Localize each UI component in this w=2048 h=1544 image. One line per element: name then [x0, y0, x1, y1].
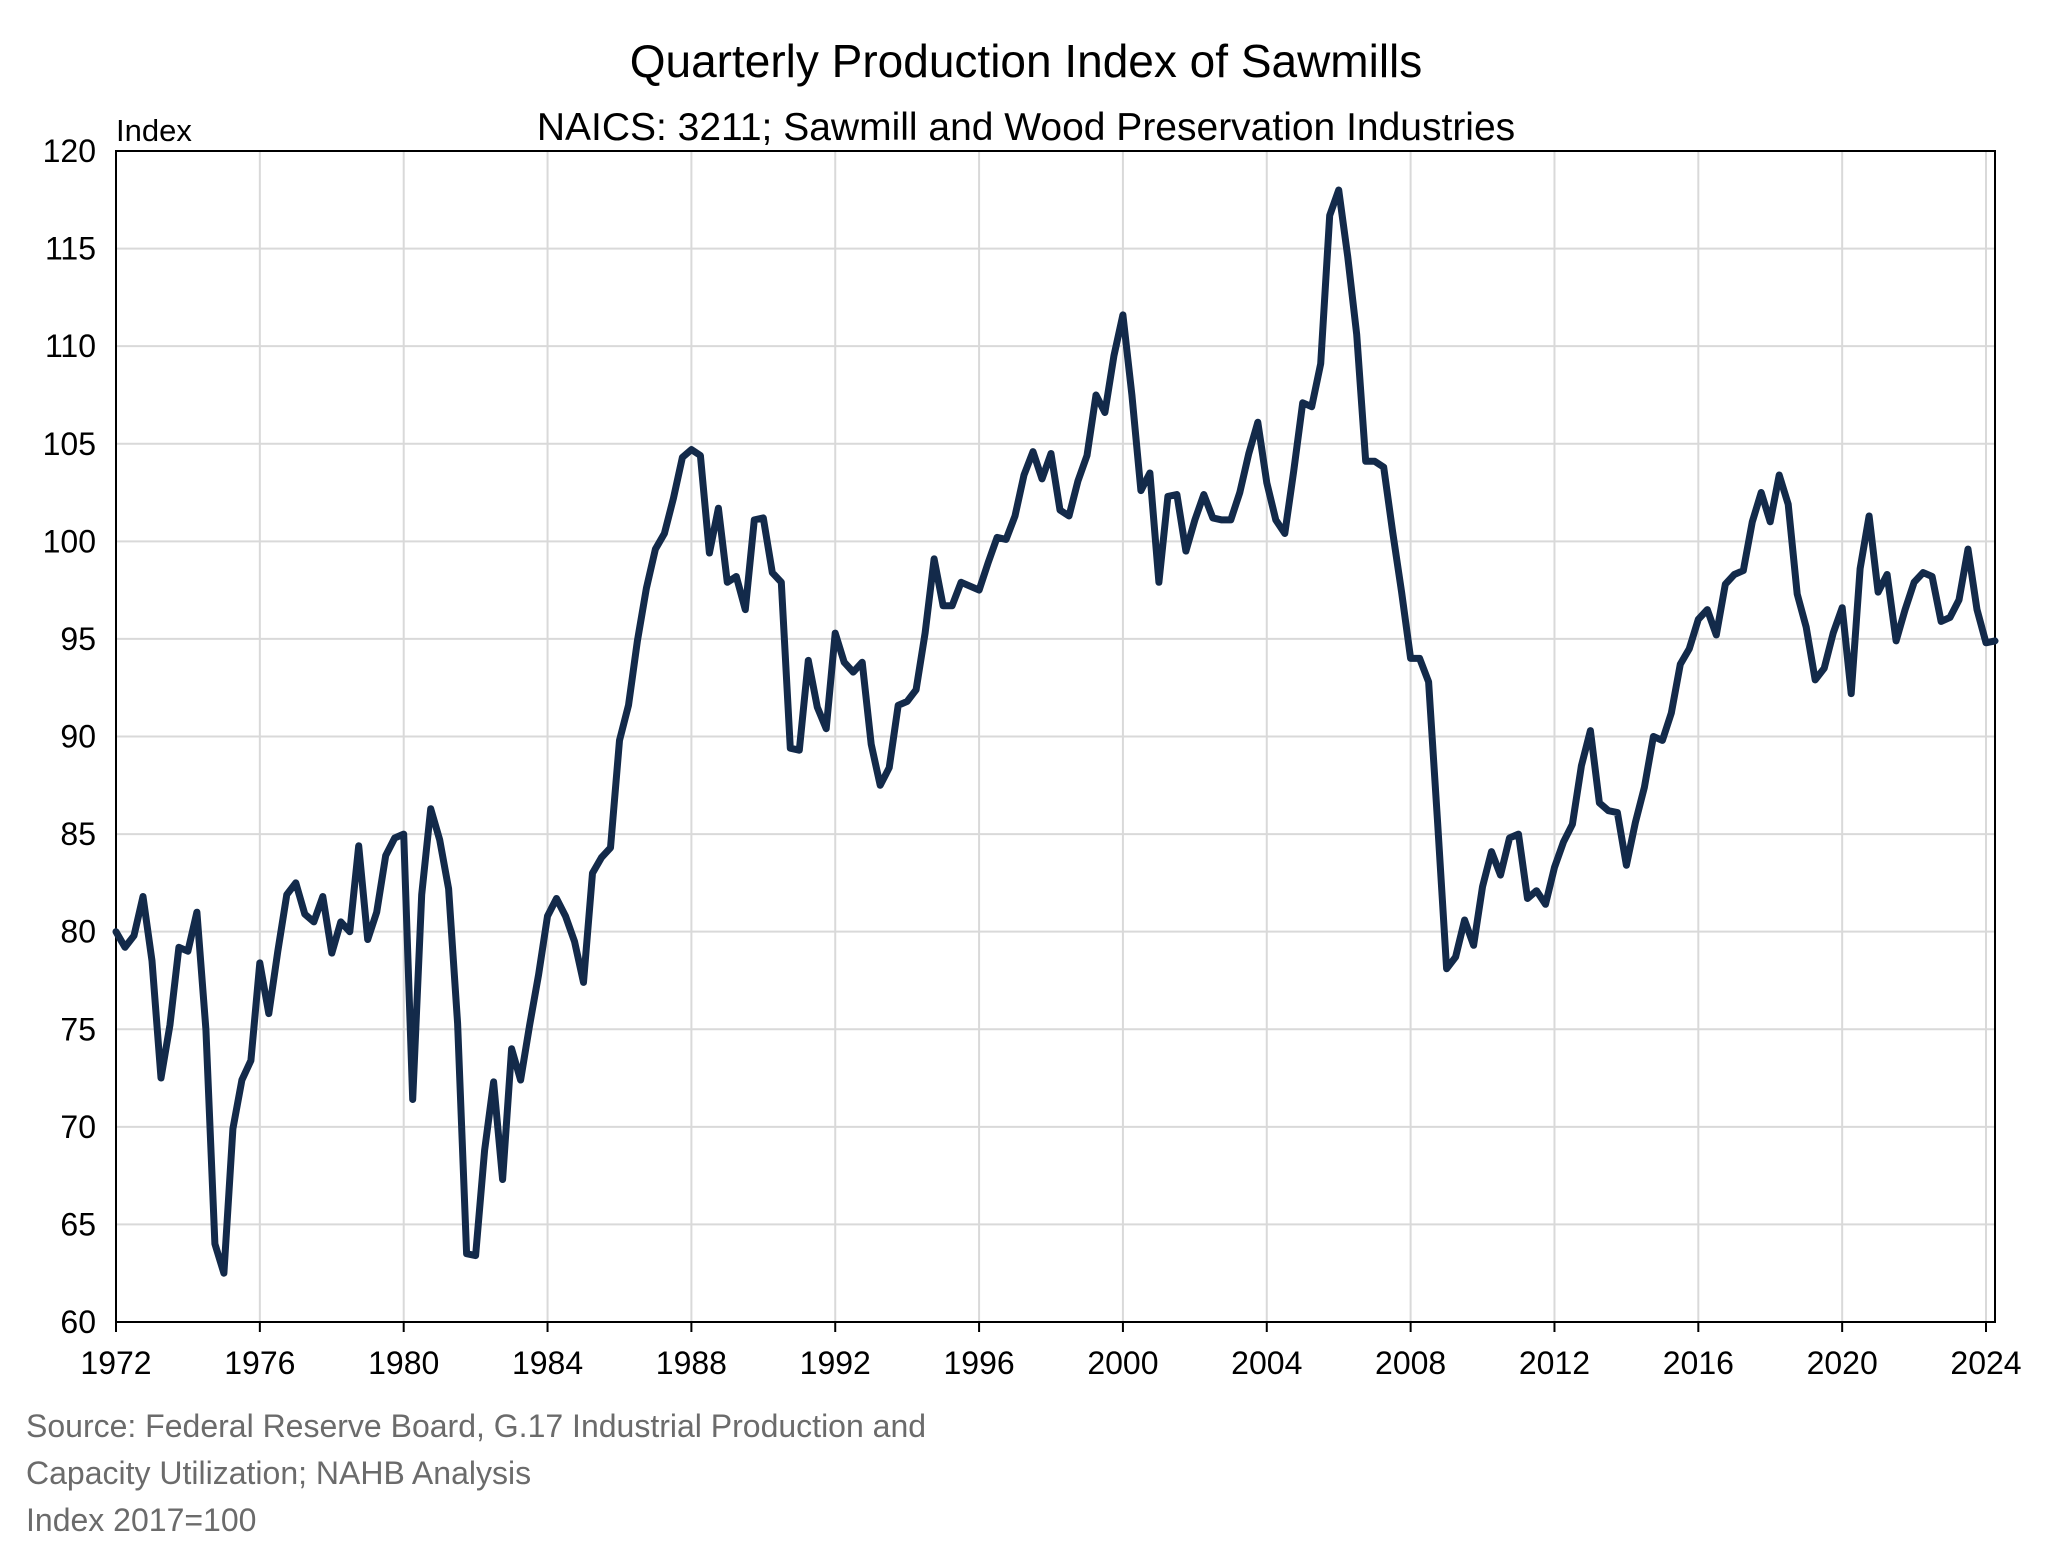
- y-tick-label: 100: [43, 523, 96, 559]
- y-tick-label: 95: [60, 621, 96, 657]
- x-tick-label: 2000: [1087, 1345, 1158, 1381]
- x-tick-label: 1988: [656, 1345, 727, 1381]
- y-tick-label: 110: [45, 328, 96, 364]
- x-tick-label: 1992: [800, 1345, 871, 1381]
- x-tick-label: 1976: [224, 1345, 295, 1381]
- series-layer: [112, 186, 1999, 1277]
- x-tick-label: 2008: [1375, 1345, 1446, 1381]
- chart-title: Quarterly Production Index of Sawmills: [630, 35, 1423, 87]
- x-tick-label: 2020: [1807, 1345, 1878, 1381]
- source-note-line-2: Capacity Utilization; NAHB Analysis: [26, 1455, 531, 1491]
- y-tick-label: 65: [60, 1206, 96, 1242]
- x-tick-label: 2004: [1231, 1345, 1302, 1381]
- chart-subtitle: NAICS: 3211; Sawmill and Wood Preservati…: [537, 106, 1515, 149]
- series-line: [112, 186, 1999, 1277]
- index-base-note: Index 2017=100: [26, 1502, 256, 1538]
- x-axis-ticks: 1972 1976 1980 1984 1988 1992 1996 2000 2004 2008…: [80, 1345, 2021, 1381]
- gridlines: [116, 151, 1995, 1322]
- y-axis-ticks: 60 65 70 75 80 85 90 95 100 105 110 115 120: [43, 133, 96, 1340]
- y-axis-unit-label: Index: [116, 113, 192, 148]
- y-tick-label: 85: [60, 816, 96, 852]
- x-tick-label: 2024: [1950, 1345, 2021, 1381]
- y-tick-label: 120: [43, 133, 96, 169]
- source-note-line-1: Source: Federal Reserve Board, G.17 Indu…: [26, 1408, 926, 1444]
- y-tick-label: 105: [43, 426, 96, 462]
- y-tick-label: 115: [45, 231, 96, 267]
- y-tick-label: 60: [60, 1304, 96, 1340]
- x-tick-label: 1984: [512, 1345, 583, 1381]
- x-tick-label: 1996: [943, 1345, 1014, 1381]
- y-tick-label: 80: [60, 914, 96, 950]
- y-tick-label: 75: [60, 1011, 96, 1047]
- y-tick-label: 90: [60, 719, 96, 755]
- axes: [115, 150, 1996, 1332]
- x-tick-label: 1980: [368, 1345, 439, 1381]
- x-tick-label: 1972: [80, 1345, 151, 1381]
- x-tick-label: 2012: [1519, 1345, 1590, 1381]
- x-tick-label: 2016: [1663, 1345, 1734, 1381]
- plot-frame: [115, 150, 1996, 1323]
- y-tick-label: 70: [60, 1109, 96, 1145]
